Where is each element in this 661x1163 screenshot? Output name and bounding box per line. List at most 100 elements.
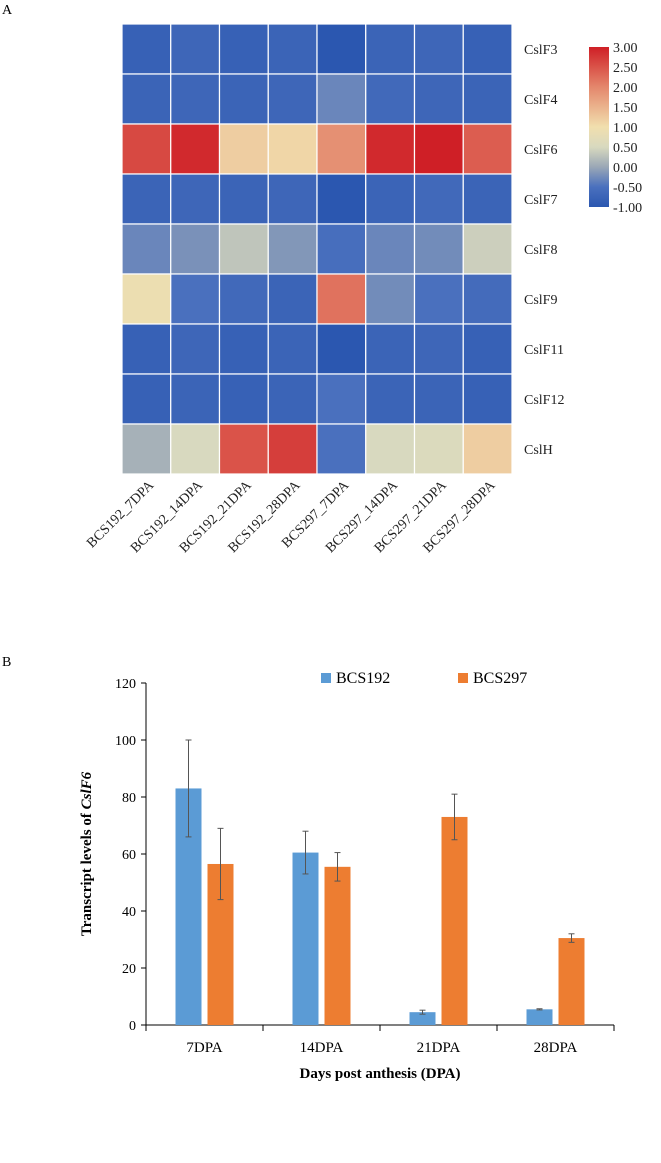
heatmap-cell-CslF9-BCS297_14DPA (365, 273, 416, 325)
x-tick-label: 28DPA (534, 1040, 578, 1056)
y-tick-label: 120 (115, 677, 136, 692)
y-tick-label: 40 (122, 905, 136, 920)
heatmap-cell-CslF11-BCS297_28DPA (462, 323, 513, 375)
x-tick-label: 7DPA (186, 1040, 222, 1056)
heatmap-cell-CslF4-BCS192_28DPA (267, 73, 318, 125)
color-scale-tick-label: 0.50 (613, 141, 638, 156)
heatmap-cell-CslF8-BCS297_21DPA (413, 223, 464, 275)
heatmap-cell-CslF7-BCS297_14DPA (365, 173, 416, 225)
heatmap-cell-CslF7-BCS192_14DPA (170, 173, 221, 225)
row-label-CslF9: CslF9 (524, 293, 557, 308)
heatmap-cell-CslH-BCS297_21DPA (413, 423, 464, 475)
heatmap-cell-CslF7-BCS192_21DPA (218, 173, 269, 225)
heatmap-cell-CslF3-BCS297_21DPA (413, 23, 464, 75)
heatmap-cell-CslH-BCS297_7DPA (316, 423, 367, 475)
color-scale-tick-label: 1.00 (613, 121, 638, 136)
heatmap-cell-CslF4-BCS297_7DPA (316, 73, 367, 125)
heatmap-cell-CslF8-BCS297_7DPA (316, 223, 367, 275)
legend-label-BCS297: BCS297 (473, 670, 527, 687)
heatmap-cell-CslF6-BCS192_14DPA (170, 123, 221, 175)
heatmap-cell-CslF6-BCS297_21DPA (413, 123, 464, 175)
y-tick-label: 60 (122, 848, 136, 863)
heatmap-cell-CslF6-BCS297_7DPA (316, 123, 367, 175)
color-scale-tick-label: -0.50 (613, 181, 642, 196)
x-tick-label: 21DPA (417, 1040, 461, 1056)
color-scale-tick-label: 2.50 (613, 61, 638, 76)
heatmap-cell-CslH-BCS192_21DPA (218, 423, 269, 475)
bar-BCS192-28DPA (526, 1009, 553, 1025)
heatmap-cell-CslF9-BCS192_21DPA (218, 273, 269, 325)
y-axis-title: Transcript levels of CslF6 (79, 771, 95, 936)
heatmap-cell-CslF8-BCS192_14DPA (170, 223, 221, 275)
heatmap-cell-CslF9-BCS192_28DPA (267, 273, 318, 325)
color-scale-tick-label: -1.00 (613, 201, 642, 216)
heatmap-cell-CslF9-BCS297_28DPA (462, 273, 513, 325)
heatmap-cell-CslF4-BCS192_21DPA (218, 73, 269, 125)
heatmap-cell-CslF8-BCS192_7DPA (121, 223, 172, 275)
heatmap-cell-CslF12-BCS297_14DPA (365, 373, 416, 425)
bar-chart: 0 20 40 60 80 100 120 7DPA 14DPA 21DPA 28DPA BCS192… (79, 670, 615, 1082)
y-axis-title-text: Transcript levels of (79, 809, 95, 936)
heatmap-cell-CslF7-BCS297_21DPA (413, 173, 464, 225)
heatmap-cell-CslF4-BCS192_14DPA (170, 73, 221, 125)
legend-swatch-BCS297 (458, 673, 468, 683)
heatmap-cell-CslF7-BCS192_7DPA (121, 173, 172, 225)
heatmap-cell-CslF3-BCS192_14DPA (170, 23, 221, 75)
x-tick-label: 14DPA (300, 1040, 344, 1056)
color-scale-tick-label: 2.00 (613, 81, 638, 96)
heatmap-cell-CslF6-BCS297_14DPA (365, 123, 416, 175)
heatmap-cell-CslF12-BCS192_7DPA (121, 373, 172, 425)
heatmap-cell-CslF4-BCS297_28DPA (462, 73, 513, 125)
heatmap-cell-CslH-BCS297_14DPA (365, 423, 416, 475)
legend-label-BCS192: BCS192 (336, 670, 390, 687)
heatmap: CslF3 CslF4 CslF6 CslF7 CslF8 CslF9 CslF11 CslF… (84, 23, 564, 556)
heatmap-cell-CslF4-BCS297_14DPA (365, 73, 416, 125)
y-axis-title-gene: CslF6 (79, 771, 95, 809)
heatmap-cell-CslF7-BCS297_28DPA (462, 173, 513, 225)
heatmap-cell-CslF11-BCS192_14DPA (170, 323, 221, 375)
heatmap-cell-CslF3-BCS192_7DPA (121, 23, 172, 75)
row-label-CslH: CslH (524, 443, 553, 458)
heatmap-cell-CslF12-BCS297_7DPA (316, 373, 367, 425)
heatmap-cell-CslF11-BCS192_28DPA (267, 323, 318, 375)
heatmap-cell-CslF3-BCS297_7DPA (316, 23, 367, 75)
heatmap-cell-CslF9-BCS297_21DPA (413, 273, 464, 325)
heatmap-cell-CslF12-BCS192_21DPA (218, 373, 269, 425)
color-scale-bar (589, 47, 609, 207)
color-scale-tick-label: 0.00 (613, 161, 638, 176)
row-label-CslF11: CslF11 (524, 343, 564, 358)
heatmap-cell-CslH-BCS192_7DPA (121, 423, 172, 475)
heatmap-cell-CslF9-BCS297_7DPA (316, 273, 367, 325)
y-tick-label: 0 (129, 1019, 136, 1034)
bar-BCS192-14DPA (292, 852, 319, 1025)
y-tick-label: 20 (122, 962, 136, 977)
heatmap-cell-CslH-BCS192_28DPA (267, 423, 318, 475)
heatmap-cell-CslH-BCS192_14DPA (170, 423, 221, 475)
color-scale-tick-label: 3.00 (613, 41, 638, 56)
row-label-CslF6: CslF6 (524, 143, 557, 158)
heatmap-cell-CslF3-BCS297_28DPA (462, 23, 513, 75)
heatmap-cell-CslF11-BCS192_21DPA (218, 323, 269, 375)
row-label-CslF7: CslF7 (524, 193, 557, 208)
row-label-CslF4: CslF4 (524, 93, 557, 108)
bar-BCS297-21DPA (441, 816, 468, 1025)
heatmap-cell-CslF3-BCS192_21DPA (218, 23, 269, 75)
heatmap-cell-CslF7-BCS192_28DPA (267, 173, 318, 225)
heatmap-cell-CslF11-BCS192_7DPA (121, 323, 172, 375)
heatmap-cell-CslF11-BCS297_14DPA (365, 323, 416, 375)
row-label-CslF3: CslF3 (524, 43, 557, 58)
x-axis-title: Days post anthesis (DPA) (300, 1066, 461, 1082)
heatmap-cell-CslF3-BCS192_28DPA (267, 23, 318, 75)
heatmap-cell-CslF9-BCS192_14DPA (170, 273, 221, 325)
heatmap-cell-CslH-BCS297_28DPA (462, 423, 513, 475)
heatmap-cell-CslF12-BCS297_28DPA (462, 373, 513, 425)
heatmap-cell-CslF8-BCS192_28DPA (267, 223, 318, 275)
heatmap-cell-CslF3-BCS297_14DPA (365, 23, 416, 75)
panel-b-label: B (2, 655, 11, 670)
heatmap-cell-CslF4-BCS192_7DPA (121, 73, 172, 125)
heatmap-cell-CslF8-BCS297_28DPA (462, 223, 513, 275)
heatmap-cell-CslF11-BCS297_7DPA (316, 323, 367, 375)
heatmap-cell-CslF12-BCS297_21DPA (413, 373, 464, 425)
heatmap-cell-CslF6-BCS192_28DPA (267, 123, 318, 175)
bar-BCS192-21DPA (409, 1012, 436, 1025)
